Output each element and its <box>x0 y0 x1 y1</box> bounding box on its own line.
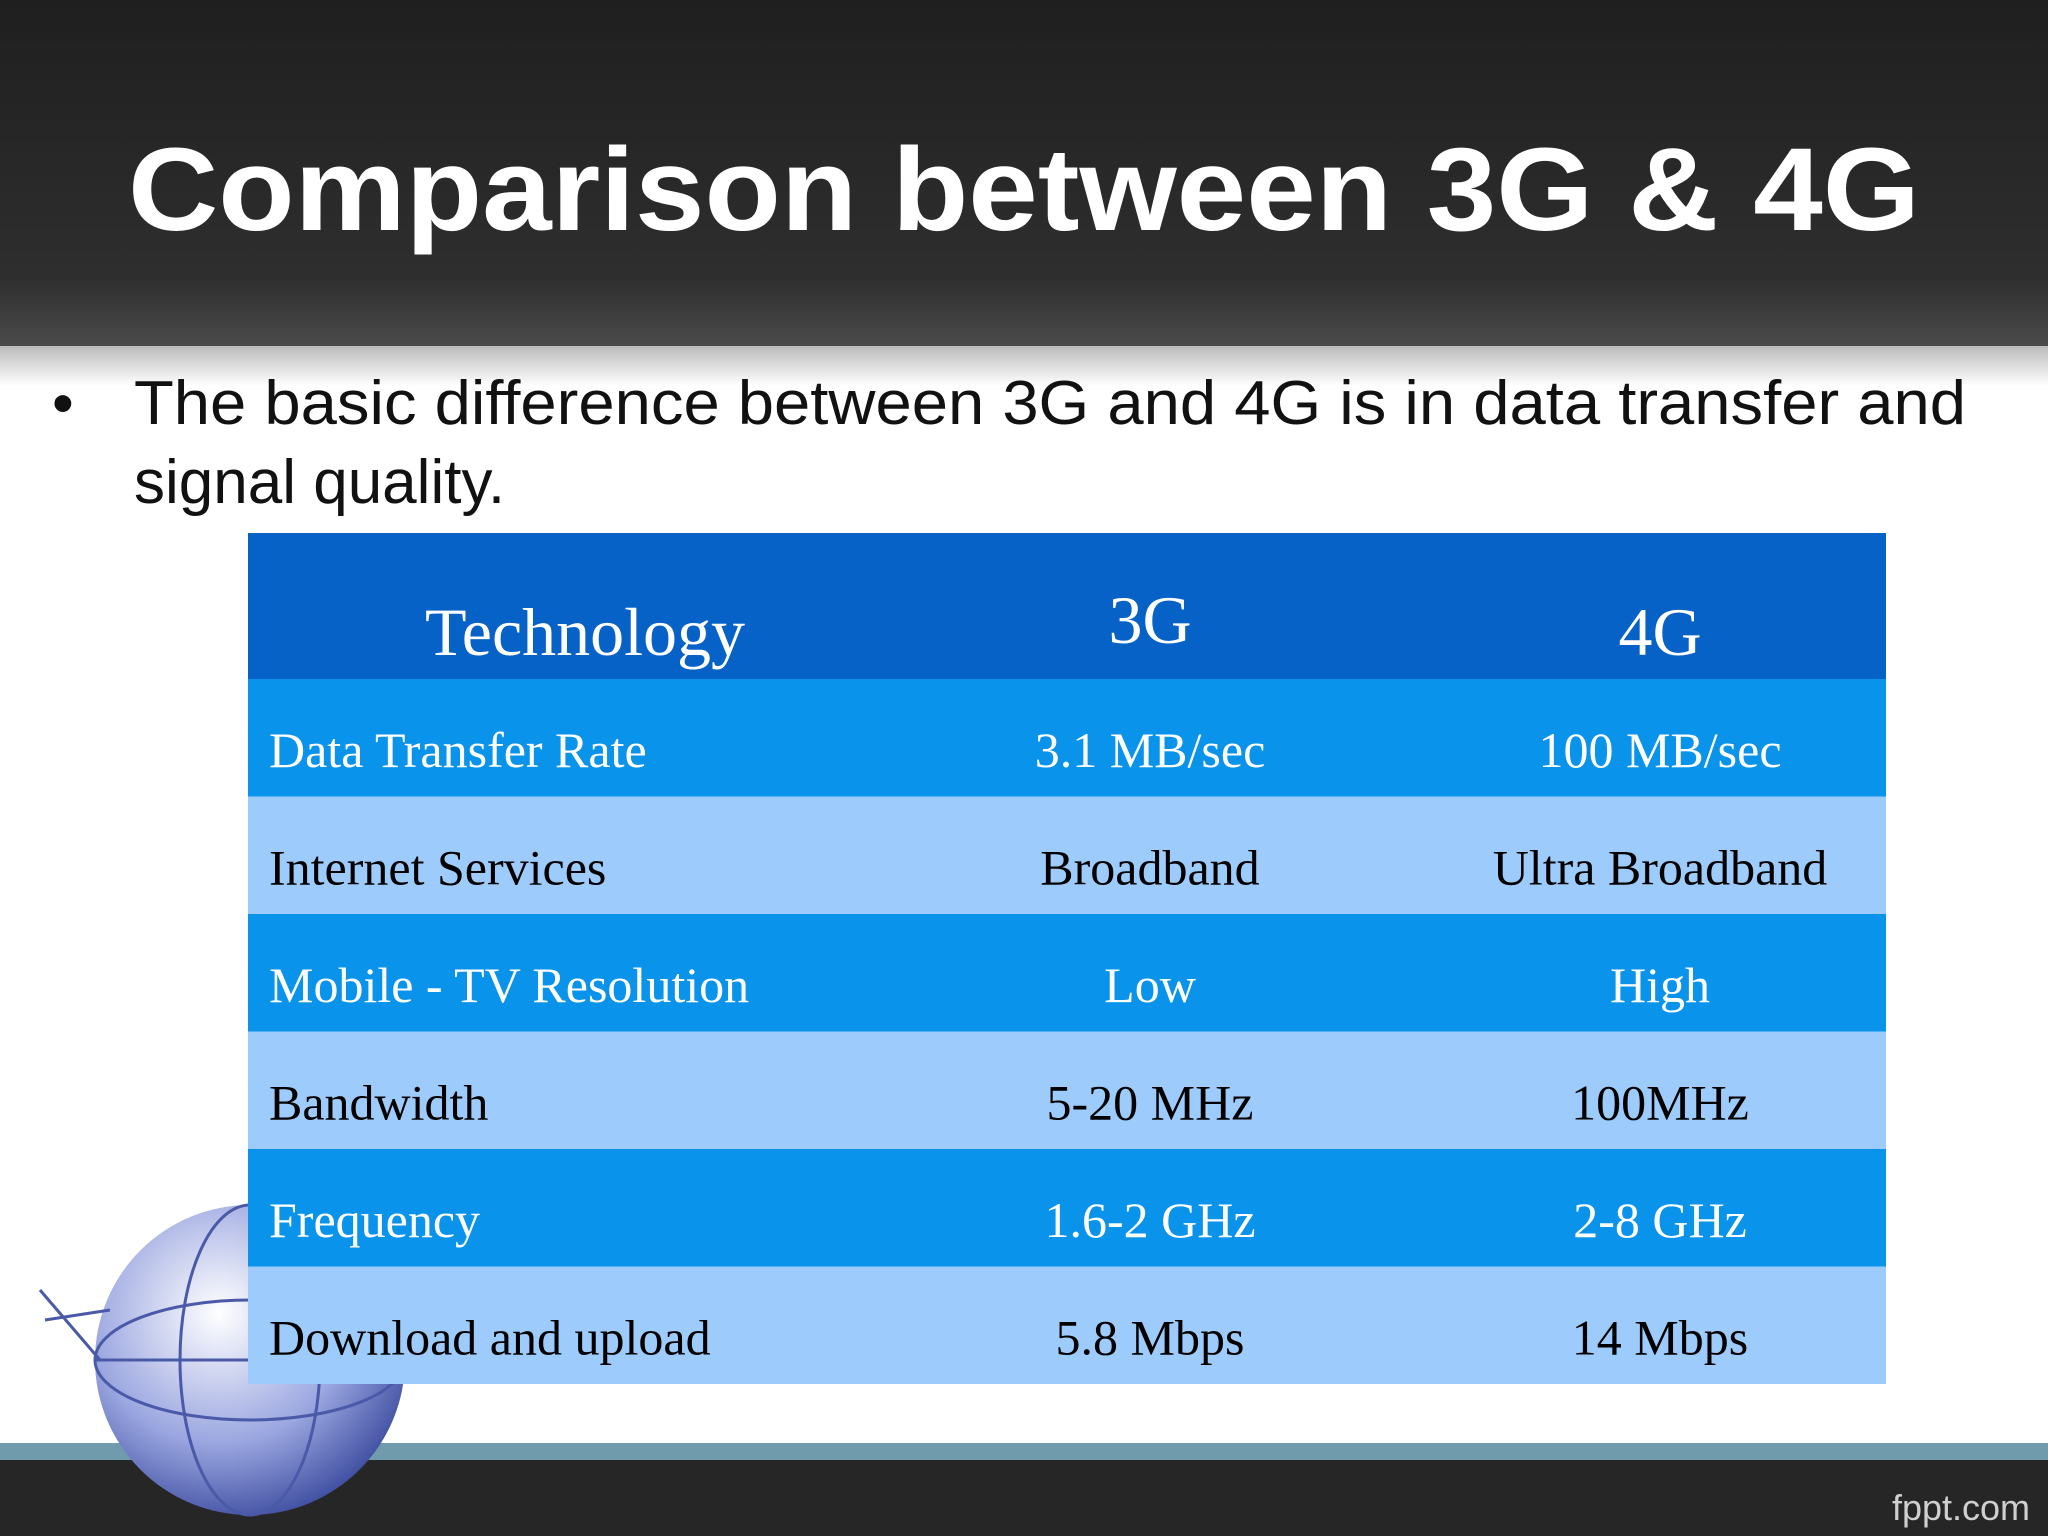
table-row <box>248 679 1886 797</box>
table-header-cell: Technology <box>425 594 745 670</box>
bullet-marker: • <box>52 369 74 438</box>
bullet-text: The basic difference between 3G and 4G i… <box>134 369 1966 438</box>
comparison-table: Technology 3G 4G Data Transfer Rate 3.1 MB/s… <box>248 533 1886 1384</box>
footer-stripe <box>0 1443 2048 1460</box>
table-cell: 3.1 MB/sec <box>1035 722 1266 778</box>
table-cell: 100 MB/sec <box>1538 722 1781 778</box>
table-cell: Internet Services <box>269 840 606 896</box>
header-shadow <box>0 346 2048 386</box>
table-cell: Broadband <box>1040 840 1259 896</box>
header-band <box>0 0 2048 346</box>
table-row <box>248 1266 1886 1384</box>
table-cell: Download and upload <box>269 1310 711 1366</box>
table-row <box>248 914 1886 1032</box>
table-row <box>248 1031 1886 1149</box>
table-cell: 14 Mbps <box>1572 1310 1748 1366</box>
table-cell: 100MHz <box>1571 1075 1749 1131</box>
table-cell: 5.8 Mbps <box>1056 1310 1245 1366</box>
table-cell: Data Transfer Rate <box>269 722 647 778</box>
table-header-row <box>248 533 1886 679</box>
table-cell: High <box>1610 957 1710 1013</box>
table-cell: Frequency <box>269 1192 480 1248</box>
title: Comparison between 3G & 4G <box>128 124 1920 256</box>
table-row <box>248 1149 1886 1267</box>
brand: fppt.com <box>1892 1487 2030 1528</box>
table-cell: Low <box>1104 957 1196 1013</box>
table-header-cell: 3G <box>1108 582 1191 658</box>
table-cell: Mobile - TV Resolution <box>269 957 749 1013</box>
table-header-cell: 4G <box>1618 594 1701 670</box>
bullet-text: signal quality. <box>134 448 505 517</box>
table-row <box>248 796 1886 914</box>
table-cell: 5-20 MHz <box>1047 1075 1254 1131</box>
table-cell: 1.6-2 GHz <box>1044 1192 1255 1248</box>
table-cell: 2-8 GHz <box>1573 1192 1747 1248</box>
table-cell: Bandwidth <box>269 1075 488 1131</box>
table-cell: Ultra Broadband <box>1493 840 1828 896</box>
